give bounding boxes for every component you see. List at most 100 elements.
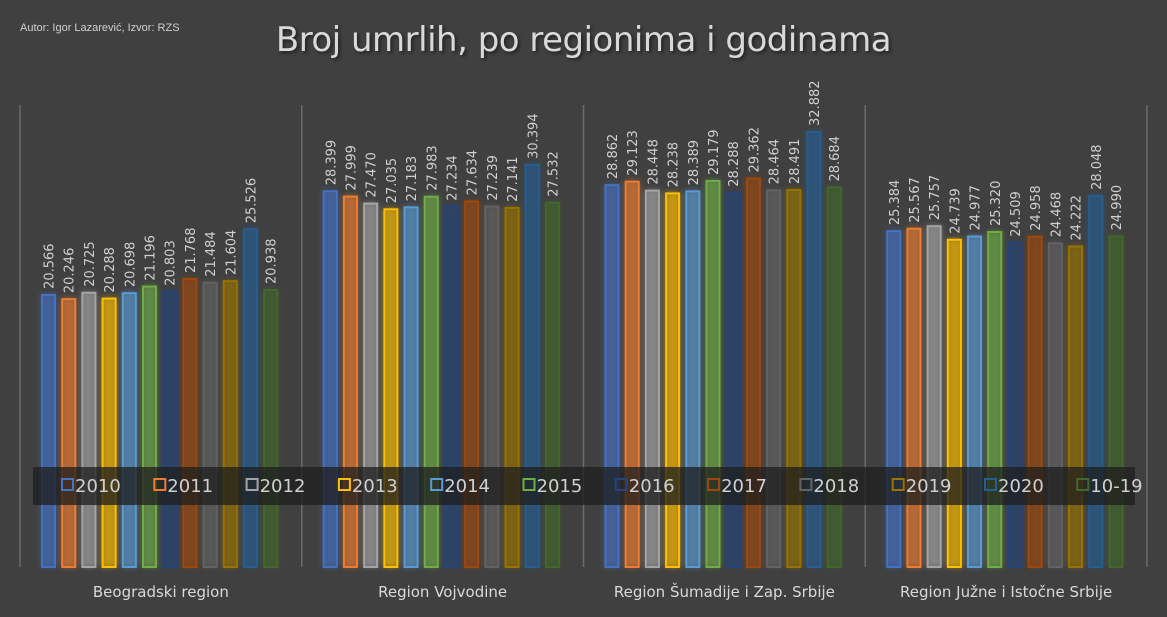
bar-2011-2 xyxy=(624,180,640,569)
bar-2020-3 xyxy=(1088,194,1104,568)
bar-10-19-3 xyxy=(1108,235,1124,568)
data-label: 27.999 xyxy=(344,145,359,191)
bar-2015-3 xyxy=(987,231,1003,569)
data-label: 20.698 xyxy=(123,242,138,288)
bar-2018-2 xyxy=(766,189,782,568)
data-label: 27.470 xyxy=(365,152,380,198)
legend-swatch xyxy=(153,478,167,491)
legend-swatch xyxy=(1076,478,1090,491)
bar-2012-2 xyxy=(644,189,660,568)
legend-label: 2014 xyxy=(444,476,490,497)
data-label: 28.862 xyxy=(606,134,621,180)
data-label: 28.389 xyxy=(687,140,702,186)
bar-2014-3 xyxy=(967,235,983,568)
data-label: 20.803 xyxy=(164,240,179,286)
legend-swatch xyxy=(707,478,721,491)
data-label: 27.035 xyxy=(385,158,400,204)
data-label: 21.604 xyxy=(224,230,239,276)
bar-10-19-1 xyxy=(544,201,560,568)
data-label: 20.725 xyxy=(83,241,98,287)
legend-swatch xyxy=(337,478,351,491)
data-label: 24.739 xyxy=(948,188,963,234)
bar-2010-2 xyxy=(604,184,620,569)
bar-2019-1 xyxy=(504,206,520,569)
bar-glow xyxy=(806,130,822,568)
legend-label: 2010 xyxy=(75,476,121,497)
bar-2015-2 xyxy=(705,179,721,568)
data-label: 21.768 xyxy=(184,228,199,274)
data-label: 24.977 xyxy=(969,185,984,231)
data-label: 32.882 xyxy=(808,80,823,126)
data-label: 28.684 xyxy=(828,136,843,182)
bar-2014-1 xyxy=(403,206,419,569)
data-label: 20.288 xyxy=(103,247,118,293)
bar-2011-1 xyxy=(342,195,358,568)
legend-swatch xyxy=(614,478,628,491)
category-label: Region Južne i Istočne Srbije xyxy=(900,583,1112,601)
data-label: 20.566 xyxy=(43,243,58,289)
bar-2018-0 xyxy=(202,281,218,568)
chart-title: Broj umrlih, po regionima i godinama xyxy=(275,20,892,60)
data-label: 21.484 xyxy=(204,231,219,277)
legend-swatch xyxy=(61,478,74,491)
legend-label: 2011 xyxy=(167,476,213,497)
data-label: 28.448 xyxy=(646,139,661,185)
bar-2013-0 xyxy=(101,297,117,568)
legend-label: 10-19 xyxy=(1090,476,1142,497)
bar-2013-2 xyxy=(665,192,681,568)
bar-2014-2 xyxy=(685,190,701,568)
bar-2013-1 xyxy=(383,208,399,569)
bar-2013-3 xyxy=(946,238,962,568)
legend-label: 2017 xyxy=(721,476,767,497)
category-label: Beogradski region xyxy=(93,583,229,601)
category-label: Region Šumadije i Zap. Srbije xyxy=(614,582,835,601)
bar-2019-2 xyxy=(786,189,802,569)
bar-2019-0 xyxy=(222,280,238,568)
legend-label: 2018 xyxy=(813,476,859,497)
data-label: 28.238 xyxy=(667,142,682,188)
data-label: 25.526 xyxy=(245,178,260,224)
data-label: 21.196 xyxy=(144,235,159,281)
bar-2012-3 xyxy=(926,225,942,568)
data-label: 24.509 xyxy=(1009,191,1024,237)
bar-2010-3 xyxy=(886,230,902,568)
bar-2018-1 xyxy=(484,205,500,569)
data-label: 30.394 xyxy=(526,113,541,159)
data-label: 29.179 xyxy=(707,129,722,175)
bar-2020-0 xyxy=(243,228,258,568)
bar-2010-1 xyxy=(322,190,338,569)
data-label: 24.958 xyxy=(1029,185,1044,231)
data-label: 25.757 xyxy=(928,175,943,221)
legend-label: 2013 xyxy=(352,476,398,497)
legend-swatch xyxy=(245,478,259,491)
legend-label: 2016 xyxy=(629,476,675,497)
data-label: 29.362 xyxy=(747,127,762,173)
bar-10-19-0 xyxy=(263,288,279,568)
data-label: 27.239 xyxy=(486,155,501,201)
data-label: 27.234 xyxy=(445,155,460,201)
legend-label: 2019 xyxy=(906,476,952,497)
legend-swatch xyxy=(430,478,444,491)
bar-2018-3 xyxy=(1047,242,1063,568)
bar-2017-3 xyxy=(1027,235,1043,568)
bar-2016-3 xyxy=(1007,241,1023,568)
data-label: 20.938 xyxy=(265,238,280,284)
bar-2015-0 xyxy=(142,285,157,568)
bar-2020-1 xyxy=(524,163,540,568)
legend-swatch xyxy=(799,478,813,491)
bar-2010-0 xyxy=(41,293,56,568)
data-label: 25.567 xyxy=(908,177,923,223)
bar-2011-0 xyxy=(61,298,77,568)
data-label: 25.384 xyxy=(888,180,903,226)
data-label: 28.491 xyxy=(788,139,803,185)
bar-2012-0 xyxy=(81,291,97,568)
legend-label: 2020 xyxy=(998,476,1044,497)
bar-2017-2 xyxy=(745,177,761,568)
legend-label: 2012 xyxy=(260,476,306,497)
bar-2015-1 xyxy=(423,195,439,568)
data-label: 28.288 xyxy=(727,141,742,187)
bar-2017-1 xyxy=(464,200,480,568)
legend-swatch xyxy=(891,478,905,491)
